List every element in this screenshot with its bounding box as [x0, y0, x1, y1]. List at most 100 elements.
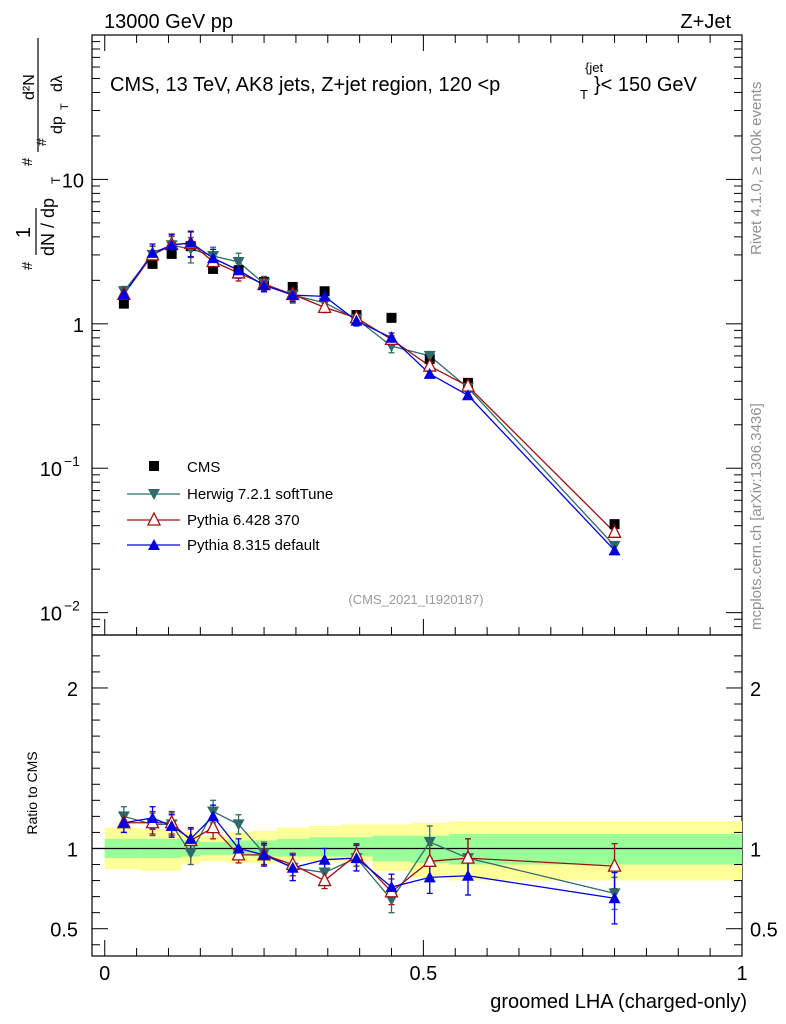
pythia8-ratio-point — [461, 869, 474, 881]
rivet-label: Rivet 4.1.0, ≥ 100k events — [748, 82, 765, 255]
cms-main-point — [208, 263, 219, 274]
energy-label: 13000 GeV pp — [104, 11, 233, 33]
pythia8-ratio-point — [184, 832, 197, 844]
pythia8-ratio-point — [608, 892, 621, 904]
main-ytick-label: 10 — [62, 170, 84, 192]
pythia6-ratio-point — [206, 819, 221, 834]
region-title: CMS, 13 TeV, AK8 jets, Z+jet region, 120… — [110, 60, 698, 102]
legend-entry-pythia8: Pythia 8.315 default — [127, 537, 320, 554]
pythia8-ratio-point — [350, 852, 363, 864]
process-label: Z+Jet — [680, 11, 731, 33]
pythia8-ratio-point — [232, 842, 245, 854]
ylabel-hash-2: # — [19, 157, 36, 166]
ratio-ylabel: Ratio to CMS — [24, 751, 40, 834]
pythia8-main-point — [146, 246, 159, 258]
pythia6-ratio-point — [607, 857, 622, 872]
cms-main-point — [147, 258, 158, 269]
xtick-label: 1 — [736, 963, 747, 985]
ratio-ytick-label: 0.5 — [50, 920, 78, 942]
pythia8-main-line — [123, 241, 616, 551]
pythia6-ratio-point — [231, 846, 246, 861]
main-ytick-label: 10 — [40, 604, 62, 626]
cms-main-point — [118, 298, 129, 309]
herwig-ratio-point — [232, 819, 245, 831]
ratio-ytick-label-right: 0.5 — [750, 920, 778, 942]
ylabel-dn-dpt: dN / dp — [38, 198, 58, 256]
pythia8-main-point — [232, 264, 245, 276]
legend-entry-herwig: Herwig 7.2.1 softTune — [127, 486, 333, 503]
ylabel-dp: dp — [49, 116, 66, 134]
ratio-ytick-label: 2 — [67, 679, 78, 701]
ratio-panel-frame — [91, 634, 743, 957]
ratio-ytick-label-right: 2 — [750, 679, 761, 701]
pythia8-main-point — [461, 389, 474, 401]
cms-main-point — [166, 248, 177, 259]
legend-marker-pythia8 — [148, 539, 160, 550]
pythia6-ratio-point — [460, 849, 476, 864]
xtick-label: 0.5 — [409, 963, 437, 985]
analysis-id: (CMS_2021_I1920187) — [348, 592, 483, 607]
region-title-text: CMS, 13 TeV, AK8 jets, Z+jet region, 120… — [110, 74, 500, 96]
ylabel-sub-t-2: T — [59, 103, 71, 110]
pythia8-ratio-point — [385, 880, 398, 892]
pythia6-ratio-point — [422, 852, 437, 867]
ylabel-dlambda: dλ — [49, 75, 66, 92]
pythia8-main-point — [207, 252, 220, 264]
legend-entry-cms: CMS — [149, 459, 220, 476]
legend-marker-cms — [149, 461, 159, 471]
main-ytick-label: 1 — [73, 315, 84, 337]
pythia8-ratio-point — [207, 810, 220, 822]
pythia8-main-point — [258, 279, 271, 291]
pythia8-ratio-point — [286, 861, 299, 873]
herwig-ratio-point — [385, 894, 398, 906]
legend-marker-herwig — [148, 489, 160, 500]
herwig-main-point — [423, 350, 436, 362]
main-ylabel: # 1 dN / dp T # d²N # dp T dλ — [13, 38, 71, 270]
pythia8-main-point — [117, 288, 130, 300]
pythia8-main-point — [286, 289, 299, 301]
legend-label-pythia8: Pythia 8.315 default — [187, 537, 320, 554]
legend-marker-pythia6 — [146, 511, 162, 526]
main-ytick-exp: −1 — [64, 453, 80, 469]
pythia8-ratio-point — [146, 811, 159, 823]
cms-main-point — [386, 312, 397, 323]
x-axis-label: groomed LHA (charged-only) — [490, 991, 747, 1013]
main-ytick-exp: −2 — [64, 598, 80, 614]
ylabel-d2n: d²N — [21, 74, 38, 100]
pythia8-ratio-point — [318, 853, 331, 865]
legend-label-cms: CMS — [187, 459, 220, 476]
pythia6-ratio-point — [317, 872, 332, 887]
ylabel-hash-1: # — [19, 261, 36, 270]
herwig-ratio-point — [423, 837, 436, 849]
pythia8-ratio-point — [258, 848, 271, 860]
pythia8-main-point — [350, 314, 363, 326]
uncertainty-band-inner — [308, 837, 341, 857]
legend-label-herwig: Herwig 7.2.1 softTune — [187, 486, 333, 503]
region-title-sup: {jet — [585, 60, 603, 75]
uncertainty-band-inner — [276, 838, 309, 857]
legend: CMS Herwig 7.2.1 softTune Pythia 6.428 3… — [127, 459, 333, 554]
main-ytick-label: 10 — [40, 459, 62, 481]
pythia8-main-point — [385, 331, 398, 343]
pythia8-main-point — [608, 544, 621, 556]
pythia6-main-point — [317, 298, 332, 314]
xtick-label: 0 — [99, 963, 110, 985]
ylabel-hash-3: # — [33, 138, 49, 146]
pythia8-main-point — [423, 367, 436, 379]
pythia8-main-point — [184, 236, 197, 248]
ylabel-one: 1 — [13, 227, 35, 238]
mcplots-label: mcplots.cern.ch [arXiv:1306.3436] — [748, 403, 765, 630]
herwig-main-point — [232, 256, 245, 268]
pythia6-main-point — [607, 523, 622, 538]
ratio-ytick-label-right: 1 — [750, 839, 761, 861]
pythia8-ratio-point — [117, 816, 130, 828]
legend-entry-pythia6: Pythia 6.428 370 — [127, 511, 300, 529]
ylabel-sub-t-1: T — [49, 176, 63, 184]
pythia8-main-point — [318, 290, 331, 302]
pythia8-ratio-point — [165, 819, 178, 831]
region-title-sub: T — [580, 87, 588, 102]
herwig-ratio-point — [184, 848, 197, 860]
legend-label-pythia6: Pythia 6.428 370 — [187, 512, 300, 529]
ratio-ytick-label: 1 — [67, 839, 78, 861]
